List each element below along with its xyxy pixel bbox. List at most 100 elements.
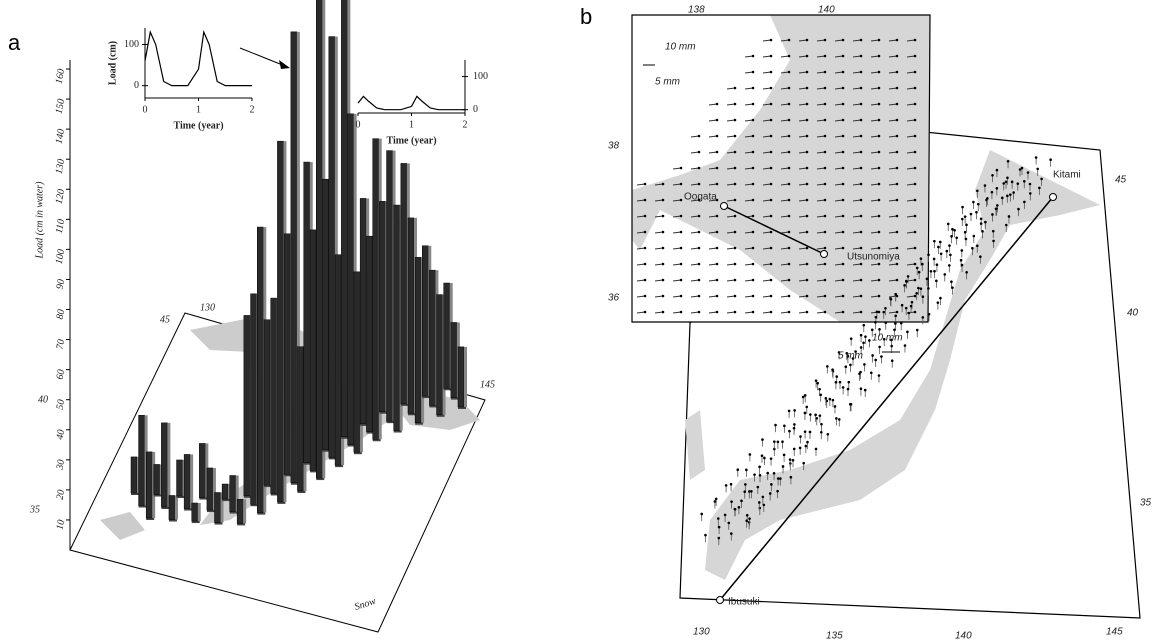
- station-dot: [715, 230, 719, 234]
- bar: [297, 346, 304, 492]
- station-dot: [991, 213, 994, 216]
- displacement-arrow: [906, 167, 916, 170]
- displacement-arrow: [834, 103, 844, 106]
- station-dot: [750, 489, 753, 493]
- station-dot: [841, 182, 845, 186]
- station-dot: [770, 483, 773, 486]
- station-dot: [798, 446, 802, 450]
- station-dot: [877, 86, 881, 90]
- station-dot: [849, 403, 853, 406]
- displacement-arrow: [834, 39, 844, 42]
- station-dot: [877, 134, 881, 138]
- station-dot: [715, 134, 719, 138]
- displacement-arrow: [690, 151, 700, 154]
- station-dot: [927, 287, 930, 290]
- station-dot: [679, 262, 683, 266]
- station-dot: [787, 118, 791, 122]
- displacement-arrow: [852, 119, 862, 122]
- station-dot: [895, 102, 899, 106]
- station-dot: [736, 468, 740, 472]
- displacement-arrow: [654, 183, 664, 186]
- station-dot: [679, 198, 683, 202]
- bar-side: [197, 503, 201, 522]
- station-dot: [748, 490, 751, 493]
- displacement-arrow: [816, 87, 826, 90]
- station-dot: [849, 337, 853, 340]
- bar-side: [296, 31, 300, 483]
- station-dot: [679, 230, 683, 234]
- station-dot: [787, 214, 791, 218]
- station-dot: [808, 430, 812, 434]
- displacement-arrow: [636, 199, 646, 202]
- y-tick-label: 10: [55, 519, 68, 531]
- displacement-arrow: [708, 215, 718, 218]
- displacement-arrow: [798, 263, 808, 266]
- station-dot: [838, 380, 842, 384]
- station-dot: [900, 303, 904, 307]
- displacement-arrow: [762, 199, 772, 202]
- station-dot: [965, 271, 968, 274]
- bar: [221, 483, 229, 500]
- bar: [450, 322, 458, 398]
- displacement-arrow: [780, 215, 790, 218]
- station-dot: [905, 280, 908, 283]
- station-dot: [981, 230, 984, 233]
- station-dot: [995, 168, 999, 172]
- displacement-arrow: [798, 119, 808, 122]
- station-dot: [841, 70, 845, 74]
- station-dot: [859, 166, 863, 170]
- displacement-arrow: [816, 119, 826, 122]
- displacement-arrow: [654, 263, 664, 266]
- station-dot: [697, 262, 701, 266]
- series-line: [144, 29, 252, 87]
- station-dot: [803, 394, 807, 397]
- station-dot: [823, 86, 827, 90]
- station-dot: [769, 294, 773, 298]
- station-dot: [727, 521, 731, 525]
- station-dot: [877, 198, 881, 202]
- station-dot: [756, 485, 760, 489]
- station-dot: [763, 456, 766, 460]
- displacement-arrow: [762, 279, 772, 282]
- bar: [457, 346, 465, 408]
- lon-label: 145: [480, 379, 495, 390]
- station-dot: [661, 214, 665, 218]
- station-dot: [717, 525, 721, 529]
- station-dot: [805, 182, 809, 186]
- station-dot: [913, 310, 917, 314]
- station-dot: [1009, 193, 1012, 196]
- station-dot: [915, 266, 919, 270]
- displacement-arrow: [726, 231, 736, 234]
- station-dot: [787, 102, 791, 106]
- displacement-arrow: [726, 215, 736, 218]
- x-axis-label: Time (year): [386, 135, 436, 146]
- bar-side: [334, 36, 338, 458]
- station-dot: [823, 118, 827, 122]
- station-dot: [859, 214, 863, 218]
- bar: [138, 415, 145, 506]
- displacement-arrow: [834, 183, 844, 186]
- station-dot: [841, 54, 845, 58]
- station-dot: [895, 278, 899, 282]
- displacement-arrow: [726, 295, 736, 298]
- station-dot: [753, 473, 756, 476]
- displacement-arrow: [744, 263, 754, 266]
- station-dot: [932, 257, 936, 261]
- station-dot: [661, 278, 665, 282]
- displacement-arrow: [672, 215, 682, 218]
- displacement-arrow: [690, 311, 700, 314]
- station-dot: [859, 310, 863, 314]
- displacement-arrow: [816, 231, 826, 234]
- displacement-arrow: [906, 151, 916, 154]
- displacement-arrow: [816, 263, 826, 266]
- station-dot: [697, 230, 701, 234]
- station-dot: [781, 440, 784, 443]
- station-dot: [979, 255, 982, 259]
- station-dot: [984, 220, 987, 224]
- displacement-arrow: [744, 103, 754, 106]
- station-dot: [787, 134, 791, 138]
- station-dot: [877, 118, 881, 122]
- station-dot: [823, 182, 827, 186]
- station-dot: [859, 54, 863, 58]
- station-dot: [733, 230, 737, 234]
